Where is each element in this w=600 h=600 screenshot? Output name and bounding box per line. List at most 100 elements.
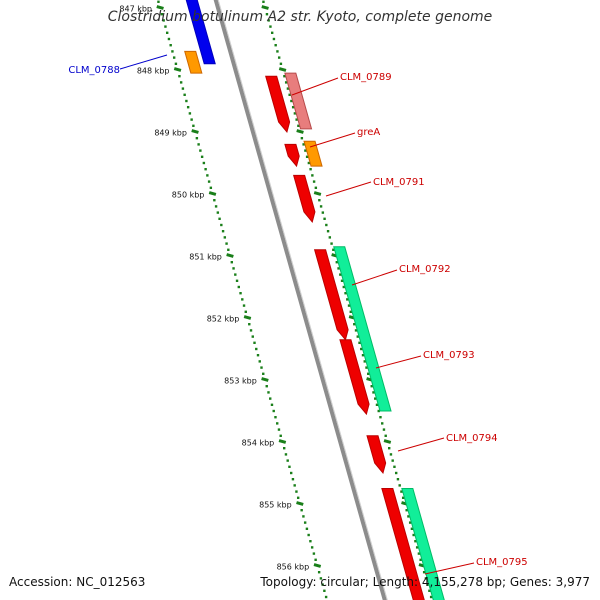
inner-scale-minor-tick [317, 571, 321, 574]
inner-scale-minor-tick [249, 329, 253, 332]
inner-scale-minor-tick [207, 180, 211, 183]
outer-scale-minor-tick [360, 347, 363, 351]
inner-scale-major-tick [156, 5, 164, 10]
inner-scale-minor-tick [269, 397, 272, 400]
inner-scale-minor-tick [324, 595, 328, 599]
outer-scale-minor-tick [393, 465, 396, 468]
inner-scale-minor-tick [289, 471, 293, 475]
inner-scale-minor-tick [251, 335, 254, 338]
outer-scale-minor-tick [382, 428, 386, 431]
inner-scale-minor-tick [209, 186, 213, 189]
outer-scale-minor-tick [288, 93, 291, 96]
feature-leader-line [375, 355, 422, 369]
inner-scale-minor-tick [310, 546, 314, 549]
inner-scale-minor-tick [307, 533, 310, 537]
outer-scale-minor-tick [319, 205, 323, 208]
inner-scale-minor-tick [216, 211, 220, 214]
inner-scale-minor-tick [171, 50, 174, 53]
outer-scale-minor-tick [272, 37, 276, 41]
outer-scale-minor-tick [424, 577, 428, 580]
inner-scale-minor-tick [199, 149, 202, 152]
inner-scale-minor-tick [303, 521, 307, 524]
inner-scale-minor-tick [192, 124, 195, 127]
inner-scale-minor-tick [157, 0, 160, 3]
feature-leader-line [351, 269, 398, 286]
outer-scale-minor-tick [410, 527, 414, 530]
inner-scale-minor-tick [309, 540, 312, 543]
feature-leader-line [397, 437, 445, 452]
outer-scale-minor-tick [372, 391, 375, 394]
inner-scale-minor-tick [293, 484, 296, 487]
inner-scale-major-tick [278, 439, 287, 444]
genome-backbone-shadow [217, 0, 388, 600]
kbp-label: 854 kbp [242, 439, 275, 448]
inner-scale-minor-tick [260, 366, 263, 369]
inner-scale-major-tick [296, 501, 304, 506]
inner-scale-minor-tick [279, 434, 282, 437]
inner-scale-major-tick [226, 253, 234, 258]
outer-scale-minor-tick [379, 416, 382, 419]
feature-leader-line [291, 77, 339, 96]
outer-scale-minor-tick [276, 50, 279, 53]
inner-scale-minor-tick [265, 385, 268, 388]
outer-scale-minor-tick [291, 106, 295, 109]
inner-scale-minor-tick [239, 292, 242, 295]
kbp-label: 850 kbp [172, 191, 205, 200]
inner-scale-minor-tick [197, 143, 200, 146]
inner-scale-minor-tick [295, 490, 298, 493]
inner-scale-major-tick [191, 129, 199, 134]
outer-scale-minor-tick [318, 199, 321, 202]
outer-scale-minor-tick [422, 571, 426, 574]
outer-scale-minor-tick [389, 453, 393, 456]
inner-scale-minor-tick [221, 230, 225, 233]
feature-block-grea [303, 140, 323, 167]
outer-scale-minor-tick [290, 99, 293, 103]
outer-scale-minor-tick [377, 409, 380, 413]
kbp-label: 853 kbp [224, 377, 257, 386]
feature-block-clm_0788 [185, 0, 216, 65]
outer-scale-minor-tick [400, 490, 403, 493]
kbp-label: 855 kbp [259, 501, 292, 510]
outer-scale-minor-tick [284, 81, 288, 84]
outer-scale-major-tick [383, 439, 392, 444]
outer-scale-minor-tick [300, 137, 304, 140]
kbp-label: 852 kbp [207, 315, 240, 324]
inner-scale-minor-tick [262, 372, 265, 375]
inner-scale-minor-tick [253, 341, 256, 344]
inner-scale-minor-tick [218, 217, 221, 220]
inner-scale-minor-tick [223, 236, 227, 239]
outer-scale-minor-tick [349, 310, 352, 313]
inner-scale-minor-tick [206, 174, 209, 177]
outer-scale-minor-tick [417, 552, 421, 555]
feature-block-clm_0795 [381, 488, 425, 600]
outer-scale-minor-tick [347, 304, 351, 307]
outer-scale-minor-tick [283, 75, 286, 78]
outer-scale-minor-tick [328, 236, 332, 239]
outer-scale-minor-tick [314, 186, 318, 189]
inner-scale-major-tick [243, 315, 252, 320]
inner-scale-minor-tick [302, 515, 305, 518]
inner-scale-minor-tick [284, 453, 288, 456]
outer-scale-minor-tick [270, 31, 274, 34]
feature-leader-line [309, 132, 356, 148]
outer-scale-minor-tick [267, 19, 270, 22]
outer-scale-minor-tick [381, 422, 384, 425]
outer-scale-minor-tick [302, 143, 305, 146]
outer-scale-minor-tick [361, 354, 365, 357]
outer-scale-minor-tick [365, 366, 368, 369]
inner-scale-minor-tick [270, 403, 274, 406]
outer-scale-minor-tick [429, 595, 433, 599]
inner-scale-minor-tick [162, 19, 165, 22]
outer-scale-minor-tick [407, 515, 410, 518]
outer-scale-minor-tick [337, 267, 340, 270]
inner-scale-minor-tick [164, 25, 167, 28]
outer-scale-major-tick [296, 129, 304, 134]
outer-scale-minor-tick [353, 323, 356, 326]
inner-scale-minor-tick [272, 409, 275, 413]
feature-label-clm_0788: CLM_0788 [68, 65, 120, 76]
inner-scale-minor-tick [305, 527, 309, 530]
outer-scale-major-tick [261, 5, 269, 10]
outer-scale-minor-tick [321, 211, 325, 214]
outer-scale-minor-tick [388, 447, 391, 450]
